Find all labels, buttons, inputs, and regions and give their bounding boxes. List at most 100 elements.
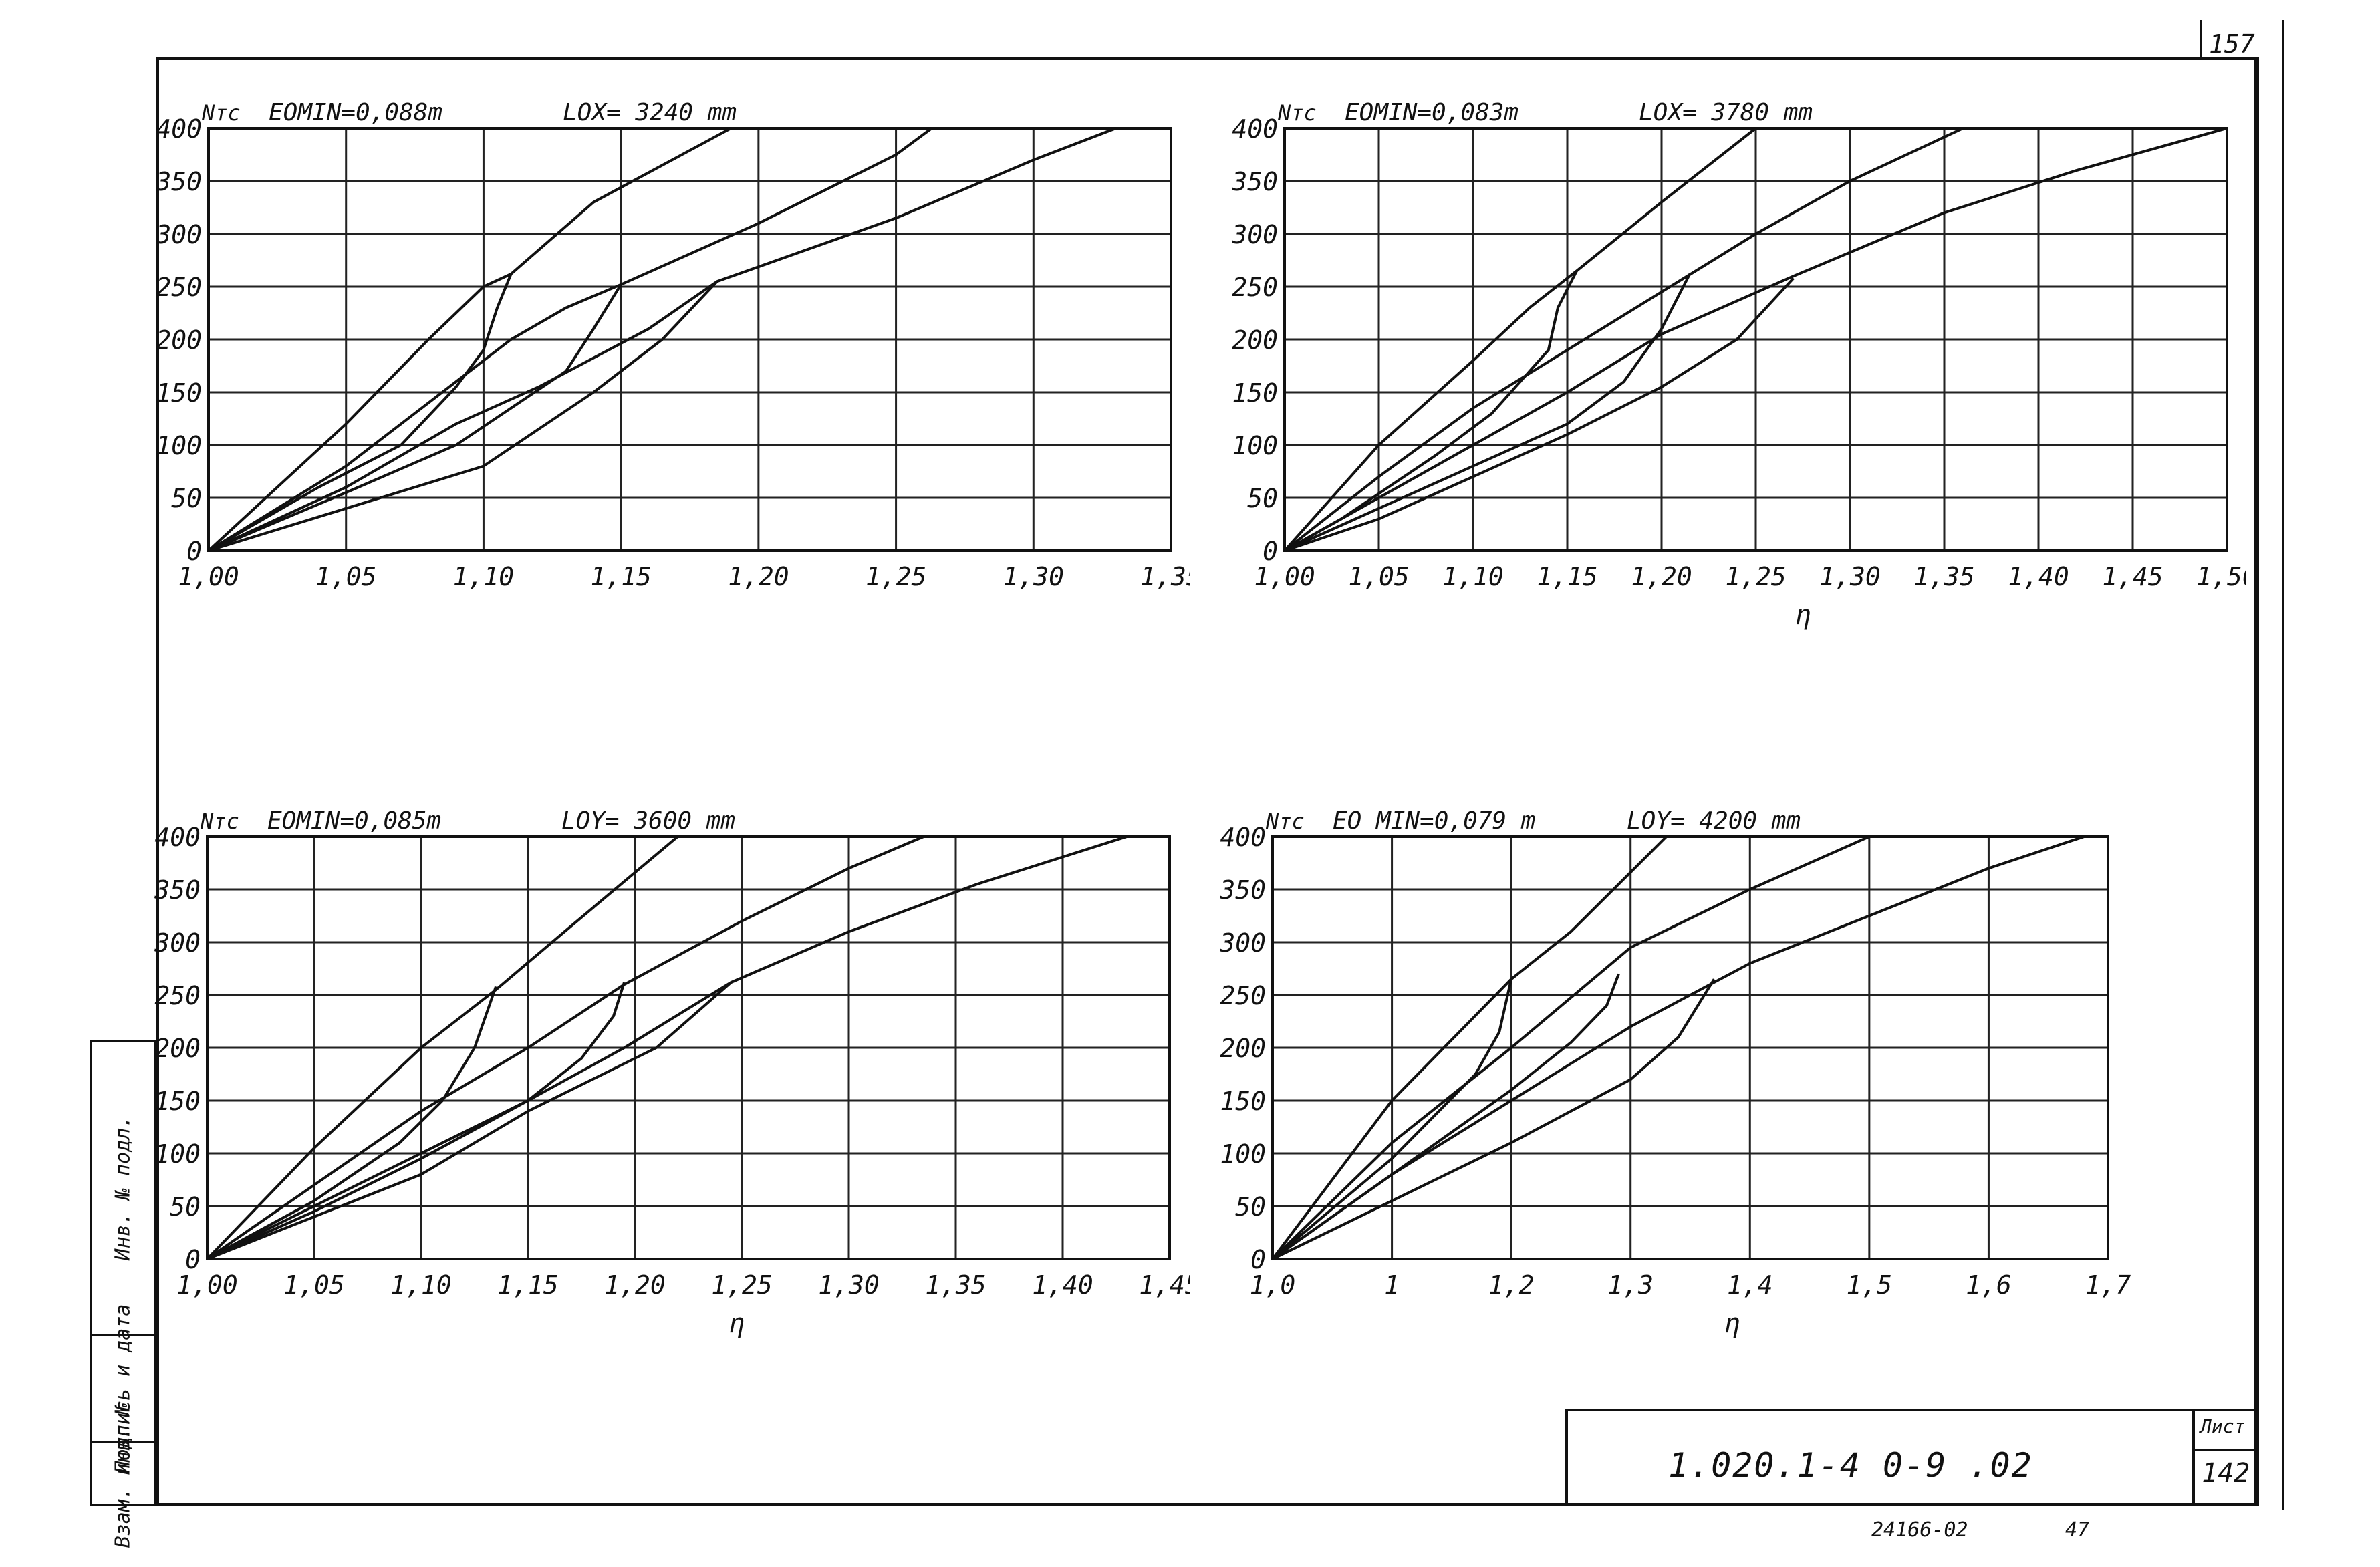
chart-subtitle: LOX= 3780 mm: [1639, 99, 1813, 126]
x-tick-label: 1,45: [1139, 1270, 1190, 1300]
y-tick-label: 50: [170, 1192, 201, 1222]
x-tick-label: 1,30: [818, 1270, 880, 1300]
y-tick-label: 300: [154, 928, 201, 958]
series-line-4: [207, 986, 497, 1260]
y-tick-label: 100: [1220, 1139, 1266, 1169]
sidebar-cell-replaced: Взам. инв. №: [92, 1403, 154, 1548]
y-axis-label: Nтс: [1265, 809, 1305, 834]
series-line-5: [1284, 273, 1692, 552]
sidebar-cell-inventory: Инв. № подл.: [92, 1042, 154, 1336]
x-tick-label: 1,30: [1819, 562, 1881, 591]
footer-code: 24166-02: [1871, 1518, 1968, 1542]
x-tick-label: 1,45: [2102, 562, 2163, 591]
series-line-6: [1272, 978, 1716, 1260]
corner-page-number: 157: [2209, 29, 2255, 59]
x-tick-label: 1,25: [711, 1270, 773, 1300]
x-tick-label: 1,00: [178, 562, 239, 591]
y-tick-label: 150: [1220, 1087, 1266, 1116]
x-tick-label: 1,10: [1442, 562, 1504, 591]
x-tick-label: 1,7: [2085, 1270, 2131, 1300]
x-tick-label: 1,35: [1140, 562, 1190, 591]
chart-bottom-right: 1,0 1 1,2 1,3 1,4 1,5 1,6 1,7 0 50 100 150 200 250 300…: [1219, 807, 2131, 1339]
plot-frame: [1271, 835, 2109, 1260]
y-tick-label: 200: [1220, 1034, 1266, 1063]
x-tick-label: 1,15: [497, 1270, 559, 1300]
y-axis-label: Nтс: [1277, 100, 1317, 126]
y-tick-label: 50: [1247, 484, 1278, 513]
x-tick-label: 1,5: [1847, 1270, 1893, 1300]
y-tick-label: 400: [1232, 114, 1278, 144]
y-tick-label: 150: [154, 1087, 201, 1116]
title-block: 1.020.1-4 0-9 .02 Лист 142: [1565, 1409, 2256, 1506]
x-tick-label: 1,25: [1725, 562, 1787, 591]
chart-bottom-left: 1,00 1,05 1,10 1,15 1,20 1,25 1,30 1,35 1,40 1,45…: [154, 807, 1190, 1339]
x-tick-label: 1,35: [1913, 562, 1975, 591]
chart-title: EOMIN=0,085m: [267, 807, 441, 835]
series-line-6: [1284, 277, 1795, 552]
drawing-frame: [156, 57, 2256, 1506]
y-tick-label: 350: [1231, 167, 1278, 196]
series-line-2: [207, 127, 933, 552]
y-tick-label: 200: [154, 1034, 201, 1063]
chart-top-right: 1,00 1,05 1,10 1,15 1,20 1,25 1,30 1,35 1,40 1,45…: [1231, 99, 2246, 631]
chart-title: EO MIN=0,079 m: [1333, 807, 1535, 835]
y-tick-label: 300: [1231, 220, 1278, 249]
chart-title: EOMIN=0,088m: [269, 99, 442, 126]
x-tick-label: 1,10: [390, 1270, 452, 1300]
sheet-number: 142: [2202, 1458, 2250, 1489]
y-tick-label: 250: [1220, 981, 1266, 1010]
series-line-3: [1271, 835, 2085, 1260]
y-tick-label: 400: [156, 114, 202, 144]
y-tick-label: 150: [156, 378, 202, 408]
drawing-code: 1.020.1-4 0-9 .02: [1668, 1446, 2033, 1485]
plot-frame: [206, 835, 1171, 1260]
y-tick-label: 350: [154, 875, 201, 905]
series-line-2: [206, 835, 924, 1260]
series-line-5: [207, 982, 626, 1260]
x-tick-label: 1,15: [1537, 562, 1598, 591]
x-tick-label: 1,00: [1254, 562, 1315, 591]
x-axis-label: η: [1724, 1308, 1740, 1339]
series-line-2: [1283, 127, 1964, 552]
frame-right-line: [2256, 57, 2259, 1506]
chart-subtitle: LOX= 3240 mm: [563, 99, 737, 126]
x-tick-label: 1: [1384, 1270, 1400, 1300]
y-tick-label: 200: [1232, 325, 1278, 355]
series-line-5: [1271, 973, 1620, 1260]
x-tick-label: 1,05: [315, 562, 377, 591]
sidebar-cell-text: Инв. № подл.: [111, 1115, 135, 1260]
x-tick-label: 1,3: [1607, 1270, 1654, 1300]
x-tick-label: 1,6: [1966, 1270, 2012, 1300]
series-line-3: [1284, 127, 2228, 552]
series-line-2: [1271, 835, 1870, 1260]
series-line-3: [207, 835, 1128, 1260]
series-line-1: [1283, 127, 1757, 552]
plot-frame: [207, 127, 1172, 552]
series-line-3: [208, 127, 1117, 552]
x-tick-label: 1,0: [1250, 1270, 1296, 1300]
sheet-divider: [2195, 1449, 2256, 1451]
corner-tick: [2200, 20, 2202, 60]
y-axis-label: Nтс: [201, 100, 241, 126]
binding-edge-line: [2282, 20, 2284, 1510]
y-axis-label: Nтс: [200, 809, 239, 834]
sheet-box: Лист 142: [2192, 1411, 2256, 1506]
y-tick-label: 300: [155, 220, 202, 249]
x-tick-label: 1,50: [2196, 562, 2246, 591]
y-tick-label: 400: [1220, 823, 1266, 852]
y-tick-label: 400: [154, 823, 201, 852]
y-tick-label: 100: [1232, 431, 1278, 460]
stamp-sidebar: Инв. № подл. Подпись и дата Взам. инв. №: [90, 1040, 156, 1548]
series-line-6: [208, 280, 718, 552]
y-tick-label: 350: [155, 167, 202, 196]
y-tick-label: 0: [1250, 1245, 1266, 1274]
y-tick-label: 0: [185, 1245, 201, 1274]
x-tick-label: 1,25: [866, 562, 927, 591]
chart-top-left: 1,00 1,05 1,10 1,15 1,20 1,25 1,30 1,35 0 50 100 15…: [155, 99, 1190, 591]
x-tick-label: 1,2: [1488, 1270, 1535, 1300]
x-axis-label: η: [1795, 600, 1811, 631]
footer-number: 47: [2065, 1518, 2090, 1542]
series-line-1: [207, 127, 732, 552]
y-tick-label: 250: [1232, 273, 1278, 302]
x-tick-label: 1,35: [925, 1270, 986, 1300]
